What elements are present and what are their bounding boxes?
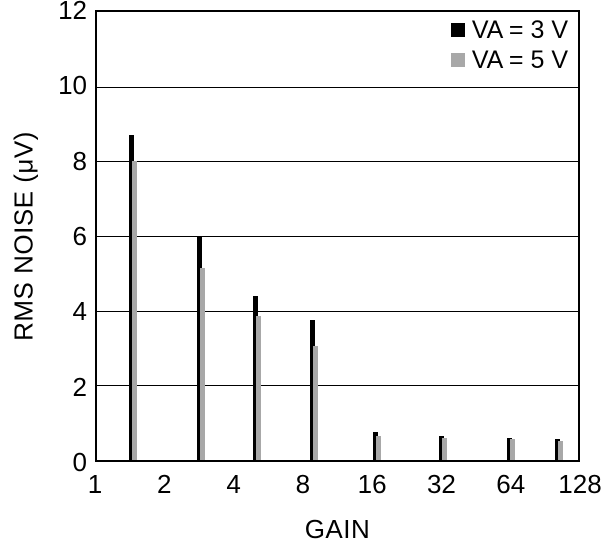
gridline-y-6 [97,236,578,237]
legend-label-va-3v: VA = 3 V [471,16,568,44]
x-tick-label: 8 [295,469,311,499]
legend: VA = 3 V VA = 5 V [450,16,568,74]
bar-va5v-gain-4 [255,316,261,460]
legend-item-va-3v: VA = 3 V [450,16,568,44]
y-tick-label: 10 [58,70,87,101]
bar-va3v-gain-4 [252,295,258,460]
gridline-y-4 [97,310,578,312]
y-tick-label: 12 [58,0,87,25]
x-tick-label: 4 [226,469,241,499]
bar-va5v-gain-1 [131,161,137,460]
y-tick-label: 2 [72,371,87,402]
bar-va5v-gain-128 [558,441,564,460]
x-tick-label: 64 [496,469,526,499]
bar-va5v-gain-8 [313,346,319,460]
bar-va3v-gain-128 [555,439,561,460]
gridline-y-8 [97,161,578,163]
x-tick-label: 16 [357,469,387,499]
y-tick-label: 8 [72,145,87,176]
legend-label-va-5v: VA = 5 V [471,46,568,74]
bar-va5v-gain-2 [200,267,206,460]
y-tick-label: 4 [72,296,87,327]
plot-area: VA = 3 V VA = 5 V [95,10,580,462]
y-tick-label: 6 [72,221,87,251]
bar-va3v-gain-1 [128,135,134,460]
bar-va3v-gain-8 [310,320,316,460]
legend-marker-va-3v-icon [450,23,465,37]
bar-va3v-gain-2 [197,236,203,460]
bar-va5v-gain-16 [375,435,381,460]
bar-va3v-gain-64 [506,437,512,460]
x-tick-label: 32 [426,469,456,499]
bar-va3v-gain-32 [438,435,444,460]
gridline-y-10 [97,86,578,88]
x-tick-label: 2 [157,469,172,499]
x-tick-label: 1 [87,469,103,499]
x-axis-title: GAIN [304,514,371,544]
bar-va5v-gain-32 [441,437,447,460]
gridline-y-2 [97,385,578,387]
x-tick-label: 128 [558,469,602,499]
bar-va5v-gain-64 [509,439,515,460]
legend-marker-va-5v-icon [450,53,465,67]
y-tick-label: 0 [72,447,87,477]
bar-va3v-gain-16 [372,432,378,460]
legend-item-va-5v: VA = 5 V [450,46,568,74]
